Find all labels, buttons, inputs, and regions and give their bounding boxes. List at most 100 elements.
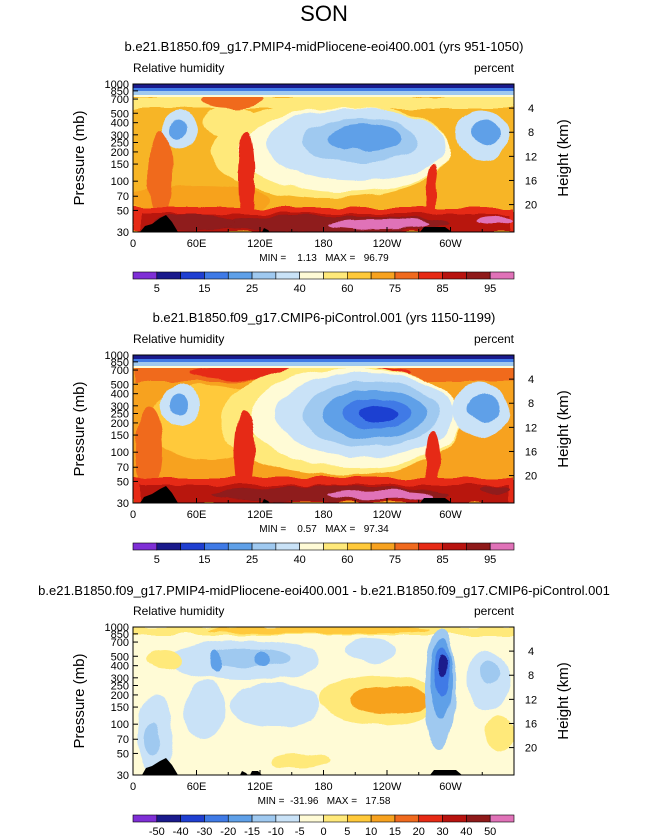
colorbar-label: 50 [484, 826, 496, 838]
panel-midpliocene: b.e21.B1850.f09_g17.PMIP4-midPliocene-eo… [71, 39, 572, 295]
colorbar-label: 15 [198, 283, 210, 295]
colorbar-label: 5 [154, 554, 160, 566]
colorbar-swatch [227, 271, 253, 280]
longitude-tick-label: 60E [187, 781, 207, 793]
pressure-tick-label: 70 [117, 462, 129, 474]
height-tick-label: 16 [525, 175, 537, 187]
longitude-tick-label: 180 [314, 781, 332, 793]
colorbar-swatch [323, 271, 348, 280]
panel-difference: b.e21.B1850.f09_g17.PMIP4-midPliocene-eo… [38, 583, 610, 838]
colorbar-swatch [442, 542, 467, 551]
longitude-tick-label: 60W [439, 238, 462, 250]
colorbar-swatch [204, 814, 229, 823]
colorbar-label: 60 [341, 283, 353, 295]
pressure-tick-label: 1000 [105, 622, 129, 634]
colorbar-swatch [442, 271, 467, 280]
colorbar-label: 40 [460, 826, 472, 838]
colorbar-swatch [275, 814, 300, 823]
colorbar-swatch [466, 814, 491, 823]
colorbar-swatch [347, 271, 372, 280]
colorbar-swatch [370, 542, 396, 551]
colorbar-swatch [394, 814, 420, 823]
colorbar-label: -15 [244, 826, 260, 838]
topography [142, 758, 462, 775]
colorbar-swatch [370, 271, 396, 280]
colorbar-swatch [299, 814, 324, 823]
pressure-tick-label: 100 [111, 447, 129, 459]
stats-label: MIN = -31.96 MAX = 17.58 [258, 796, 391, 807]
pressure-tick-label: 400 [111, 389, 129, 401]
height-tick-label: 8 [528, 670, 534, 682]
height-tick-label: 4 [528, 103, 534, 115]
colorbar: -50 -40 -30 -20 -15 -10 -5 0 5 10 15 20 30 40 50 [132, 814, 515, 838]
units-label: percent [474, 61, 515, 75]
pressure-tick-label: 300 [111, 401, 129, 413]
colorbar-label: 5 [154, 283, 160, 295]
pressure-tick-label: 250 [111, 681, 129, 693]
height-tick-label: 4 [528, 646, 534, 658]
pressure-tick-label: 500 [111, 108, 129, 120]
panel-picontrol: b.e21.B1850.f09_g17.CMIP6-piControl.001 … [71, 310, 572, 566]
y-axis-label: Pressure (mb) [71, 381, 88, 476]
colorbar-swatch [204, 542, 229, 551]
longitude-axis: 0 60E 120E 180 120W 60W [130, 227, 483, 250]
colorbar-label: 85 [436, 283, 448, 295]
colorbar-swatch [299, 271, 324, 280]
height-tick-label: 8 [528, 127, 534, 139]
height-axis: 4 8 12 16 20 [509, 103, 537, 212]
height-tick-label: 20 [525, 200, 537, 212]
colorbar-swatch [418, 271, 443, 280]
units-label: percent [474, 332, 515, 346]
height-tick-label: 8 [528, 398, 534, 410]
height-tick-label: 20 [525, 743, 537, 755]
colorbar-swatch [132, 271, 158, 280]
pressure-tick-label: 1000 [105, 350, 129, 362]
variable-label: Relative humidity [133, 604, 224, 618]
colorbar-swatch [489, 814, 515, 823]
colorbar-swatch [180, 814, 205, 823]
pressure-tick-label: 70 [117, 734, 129, 746]
pressure-tick-label: 500 [111, 379, 129, 391]
colorbar-label: -20 [220, 826, 236, 838]
height-axis: 4 8 12 16 20 [509, 374, 537, 483]
pressure-tick-label: 1000 [105, 79, 129, 91]
colorbar-swatch [227, 814, 253, 823]
pressure-tick-label: 30 [117, 498, 129, 510]
longitude-tick-label: 120E [247, 509, 273, 521]
season-title: SON [300, 1, 348, 26]
colorbar-swatch [180, 542, 205, 551]
contour-field [133, 355, 514, 503]
units-label: percent [474, 604, 515, 618]
longitude-tick-label: 180 [314, 238, 332, 250]
colorbar-swatch [156, 271, 181, 280]
pressure-tick-label: 200 [111, 418, 129, 430]
height-tick-label: 4 [528, 374, 534, 386]
height-tick-label: 16 [525, 718, 537, 730]
height-tick-label: 12 [525, 422, 537, 434]
colorbar-swatch [370, 814, 396, 823]
pressure-tick-label: 30 [117, 770, 129, 782]
colorbar: 5 15 25 40 60 75 85 95 [132, 542, 515, 566]
colorbar-swatch [323, 542, 348, 551]
colorbar-label: 60 [341, 554, 353, 566]
colorbar-swatch [394, 271, 420, 280]
pressure-tick-label: 300 [111, 130, 129, 142]
pressure-tick-label: 100 [111, 176, 129, 188]
colorbar-swatch [156, 814, 181, 823]
longitude-tick-label: 60W [439, 509, 462, 521]
colorbar-label: 30 [436, 826, 448, 838]
height-tick-label: 12 [525, 151, 537, 163]
colorbar-label: 15 [389, 826, 401, 838]
colorbar-swatch [299, 542, 324, 551]
longitude-axis: 0 60E 120E 180 120W 60W [130, 770, 483, 793]
pressure-tick-label: 700 [111, 94, 129, 106]
pressure-tick-label: 700 [111, 637, 129, 649]
colorbar-label: -30 [196, 826, 212, 838]
longitude-tick-label: 180 [314, 509, 332, 521]
colorbar-label: 10 [365, 826, 377, 838]
colorbar-swatch [132, 814, 158, 823]
colorbar-label: 40 [294, 554, 306, 566]
longitude-tick-label: 120E [247, 781, 273, 793]
